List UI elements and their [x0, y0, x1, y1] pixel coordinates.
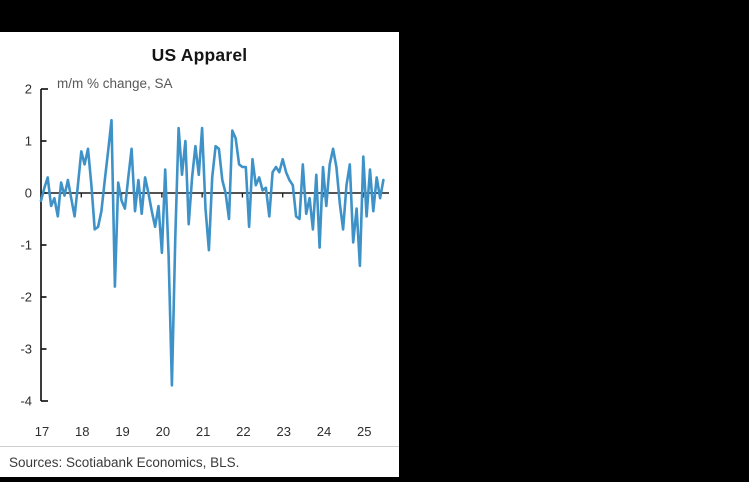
- line-chart: 210-1-2-3-417 18 19 20 21 22 23 24 25: [20, 82, 389, 439]
- y-tick-label: 2: [25, 82, 32, 97]
- y-tick-label: 1: [25, 134, 32, 149]
- x-tick-label: 23: [276, 424, 290, 439]
- chart-title: US Apparel: [151, 45, 248, 65]
- x-tick-label: 20: [156, 424, 170, 439]
- x-tick-label: 24: [317, 424, 331, 439]
- y-tick-label: -3: [20, 342, 32, 357]
- letterbox-bottom: [0, 477, 749, 482]
- x-tick-label: 21: [196, 424, 210, 439]
- letterbox-right: [399, 0, 749, 482]
- x-tick-label: 18: [75, 424, 89, 439]
- chart-subtitle: m/m % change, SA: [57, 76, 173, 91]
- x-tick-label: 25: [357, 424, 371, 439]
- footer-separator: [0, 446, 399, 447]
- x-tick-label: 17: [35, 424, 49, 439]
- data-line: [39, 118, 385, 387]
- chart-panel: US Apparel m/m % change, SA 2 1 0 -1 -2 -3 -4 1…: [0, 32, 399, 477]
- y-tick-label: -4: [20, 394, 32, 409]
- y-tick-label: -2: [20, 290, 32, 305]
- y-tick-label: -1: [20, 238, 32, 253]
- x-tick-label: 22: [236, 424, 250, 439]
- source-note: Sources: Scotiabank Economics, BLS.: [9, 455, 240, 470]
- y-tick-label: 0: [25, 186, 32, 201]
- x-tick-label: 19: [115, 424, 129, 439]
